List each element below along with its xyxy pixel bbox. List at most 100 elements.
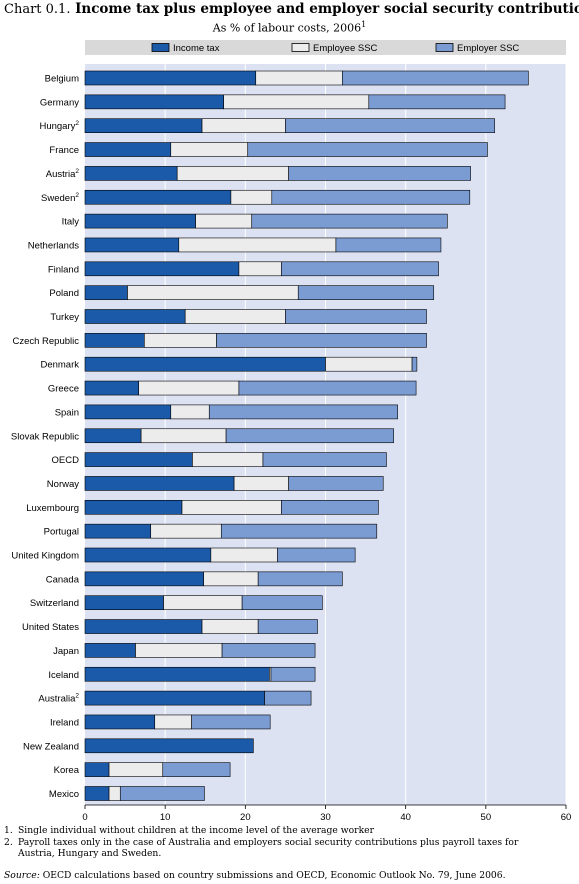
bar-1-13 [138, 380, 240, 396]
category-label-15: Slovak Republic [11, 431, 79, 442]
bar-2-30 [119, 786, 205, 801]
bar-2-18 [281, 499, 379, 515]
bar-0-27 [84, 714, 156, 730]
category-label-12: Denmark [40, 360, 79, 371]
bar-2-6 [251, 213, 448, 229]
bar-0-30 [84, 786, 110, 801]
x-tick-label-50: 50 [481, 812, 492, 820]
bar-2-10 [285, 309, 427, 324]
category-label-5: Sweden2 [41, 192, 79, 204]
bar-1-0 [255, 70, 343, 86]
bar-2-8 [281, 261, 439, 277]
bar-0-1 [84, 94, 224, 110]
bar-0-9 [84, 285, 128, 300]
bar-2-2 [285, 118, 495, 133]
bar-2-9 [297, 285, 435, 300]
bar-1-10 [184, 309, 286, 324]
category-superscript-2: 2 [75, 120, 79, 127]
bar-1-22 [163, 595, 243, 611]
bar-0-14 [84, 404, 172, 420]
bar-0-7 [84, 237, 180, 253]
source-text: OECD calculations based on country submi… [42, 870, 506, 881]
bar-1-3 [170, 142, 249, 157]
bar-1-1 [223, 94, 370, 110]
category-label-30: Mexico [49, 789, 79, 800]
bar-0-29 [84, 762, 110, 777]
category-label-17: Norway [47, 479, 79, 490]
bar-2-4 [288, 166, 471, 181]
bar-1-24 [135, 643, 223, 658]
bar-1-9 [127, 285, 299, 300]
bar-0-25 [84, 666, 270, 682]
legend-swatch-1 [291, 43, 310, 52]
bar-0-0 [84, 70, 257, 86]
x-tick-label-30: 30 [320, 812, 331, 820]
category-label-3: France [49, 145, 79, 156]
bar-2-29 [162, 762, 231, 777]
bar-1-29 [108, 762, 164, 777]
category-label-18: Luxembourg [26, 503, 79, 514]
bar-2-19 [220, 523, 378, 539]
bar-2-3 [247, 142, 488, 157]
category-label-29: Korea [54, 765, 80, 776]
x-tick-label-0: 0 [82, 812, 87, 820]
category-label-9: Poland [49, 288, 79, 299]
chart-number: Chart 0.1. [4, 2, 71, 17]
chart-title-text: Income tax plus employee and employer so… [75, 1, 579, 17]
footnote-1: 1. Single individual without children at … [4, 825, 374, 836]
bar-2-1 [368, 94, 506, 110]
bar-0-19 [84, 523, 152, 539]
bar-1-11 [144, 333, 217, 348]
category-label-10: Turkey [50, 312, 79, 323]
bar-1-2 [201, 118, 286, 133]
category-label-16: OECD [52, 455, 80, 466]
bar-0-26 [84, 690, 265, 706]
bar-0-4 [84, 166, 178, 181]
bar-1-5 [230, 189, 273, 205]
bar-2-7 [335, 237, 442, 253]
bar-1-20 [210, 547, 278, 563]
bar-0-21 [84, 571, 204, 587]
bar-0-5 [84, 189, 232, 205]
category-label-23: United States [22, 622, 79, 633]
category-label-13: Greece [48, 384, 79, 395]
footnote-1-number: 1. [4, 825, 13, 836]
bar-0-2 [84, 118, 203, 133]
category-label-27: Ireland [50, 717, 79, 728]
x-tick-label-10: 10 [160, 812, 171, 820]
bar-0-23 [84, 619, 203, 634]
category-superscript-5: 2 [75, 192, 79, 199]
category-label-11: Czech Republic [12, 336, 79, 347]
bar-1-15 [140, 428, 227, 444]
bar-1-14 [170, 404, 210, 420]
category-label-19: Portugal [44, 527, 79, 538]
footnote-2-text-line1: Payroll taxes only in the case of Austra… [18, 837, 519, 848]
chart-subtitle: As % of labour costs, 20061 [0, 20, 579, 35]
category-label-20: United Kingdom [11, 551, 79, 562]
bar-2-24 [221, 643, 316, 658]
bar-1-27 [154, 714, 192, 730]
bar-2-26 [264, 690, 312, 706]
bar-0-8 [84, 261, 240, 277]
legend-swatch-2 [435, 43, 454, 52]
footnote-2-number: 2. [4, 837, 13, 848]
bar-0-3 [84, 142, 172, 157]
category-label-21: Canada [46, 574, 80, 585]
footnote-2: 2. Payroll taxes only in the case of Aust… [4, 837, 574, 859]
bar-1-12 [325, 356, 413, 372]
bar-1-18 [181, 499, 282, 515]
chart-subtitle-text: As % of labour costs, 2006 [212, 21, 362, 35]
bar-0-15 [84, 428, 142, 444]
bar-2-13 [238, 380, 417, 396]
category-label-8: Finland [48, 264, 79, 275]
legend-label-1: Employee SSC [313, 43, 378, 54]
bar-1-19 [150, 523, 222, 539]
bar-0-20 [84, 547, 212, 563]
bar-2-14 [208, 404, 398, 420]
bar-0-28 [84, 738, 254, 754]
x-tick-label-60: 60 [561, 812, 572, 820]
x-tick-label-20: 20 [240, 812, 251, 820]
bar-2-23 [257, 619, 318, 634]
bar-2-20 [277, 547, 356, 563]
category-label-14: Spain [55, 407, 79, 418]
